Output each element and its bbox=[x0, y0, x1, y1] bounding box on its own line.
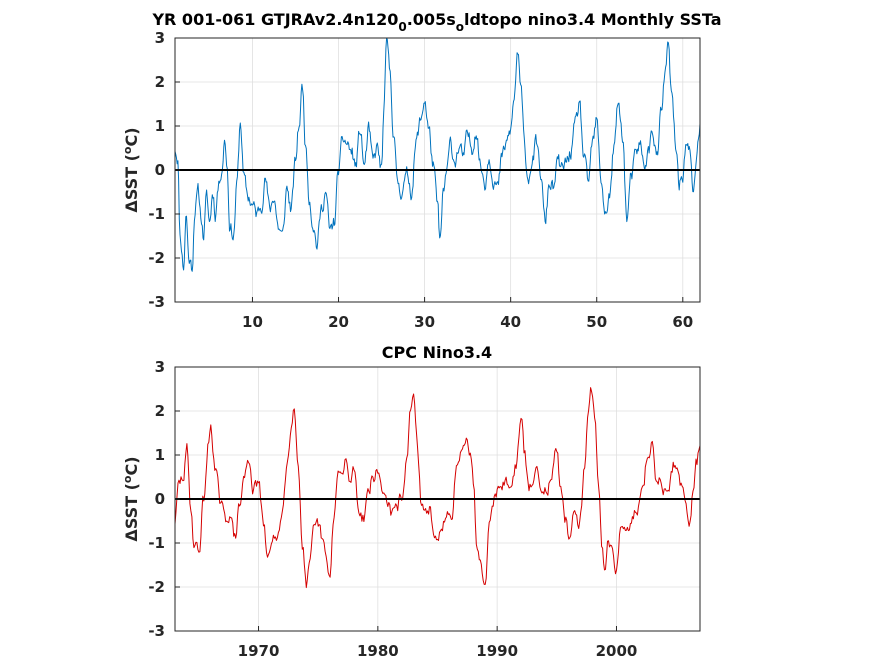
y-tick-label: 3 bbox=[155, 29, 165, 47]
sst-series-line bbox=[174, 387, 701, 589]
x-tick-label: 1980 bbox=[357, 642, 399, 656]
chart-title: YR 001-061 GTJRAv2.4n1200.005soldtopo ni… bbox=[151, 10, 721, 34]
x-tick-label: 30 bbox=[414, 313, 435, 331]
data-lines bbox=[174, 37, 701, 272]
y-tick-labels: -3 -2 -1 0 1 2 3 bbox=[148, 29, 180, 311]
y-tick-label: 0 bbox=[155, 161, 165, 179]
x-tick-label: 20 bbox=[328, 313, 349, 331]
y-tick-label: -3 bbox=[148, 622, 165, 640]
x-tick-label: 1990 bbox=[476, 642, 518, 656]
y-tick-label: 3 bbox=[155, 358, 165, 376]
x-tick-label: 2000 bbox=[596, 642, 638, 656]
y-axis-label: ΔSST (oC) bbox=[121, 127, 141, 212]
x-tick-label: 60 bbox=[672, 313, 693, 331]
y-tick-label: -1 bbox=[148, 534, 165, 552]
x-tick-label: 40 bbox=[500, 313, 521, 331]
chart-title: CPC Nino3.4 bbox=[382, 343, 492, 362]
x-tick-label: 1970 bbox=[238, 642, 280, 656]
cpc-nino34-panel: -3 -2 -1 0 1 2 3 1970 1980 1990 2000 ΔSST (oC) CP… bbox=[121, 343, 701, 656]
y-tick-label: 2 bbox=[155, 402, 165, 420]
x-tick-label: 10 bbox=[242, 313, 263, 331]
data-lines bbox=[174, 387, 701, 589]
y-axis-label: ΔSST (oC) bbox=[121, 456, 141, 541]
y-tick-label: 0 bbox=[155, 490, 165, 508]
y-tick-labels: -3 -2 -1 0 1 2 3 bbox=[148, 358, 180, 640]
y-tick-label: -3 bbox=[148, 293, 165, 311]
y-tick-label: 1 bbox=[155, 117, 165, 135]
y-tick-label: -1 bbox=[148, 205, 165, 223]
y-tick-label: 1 bbox=[155, 446, 165, 464]
sst-series-line bbox=[174, 37, 701, 272]
x-tick-labels: 1970 1980 1990 2000 bbox=[238, 626, 638, 656]
x-tick-labels: 10 20 30 40 50 60 bbox=[242, 297, 693, 331]
y-tick-label: -2 bbox=[148, 578, 165, 596]
y-tick-label: -2 bbox=[148, 249, 165, 267]
model-sst-panel: -3 -2 -1 0 1 2 3 10 20 30 40 50 60 ΔSST (oC) YR 001… bbox=[121, 10, 722, 331]
x-tick-label: 50 bbox=[586, 313, 607, 331]
y-tick-label: 2 bbox=[155, 73, 165, 91]
